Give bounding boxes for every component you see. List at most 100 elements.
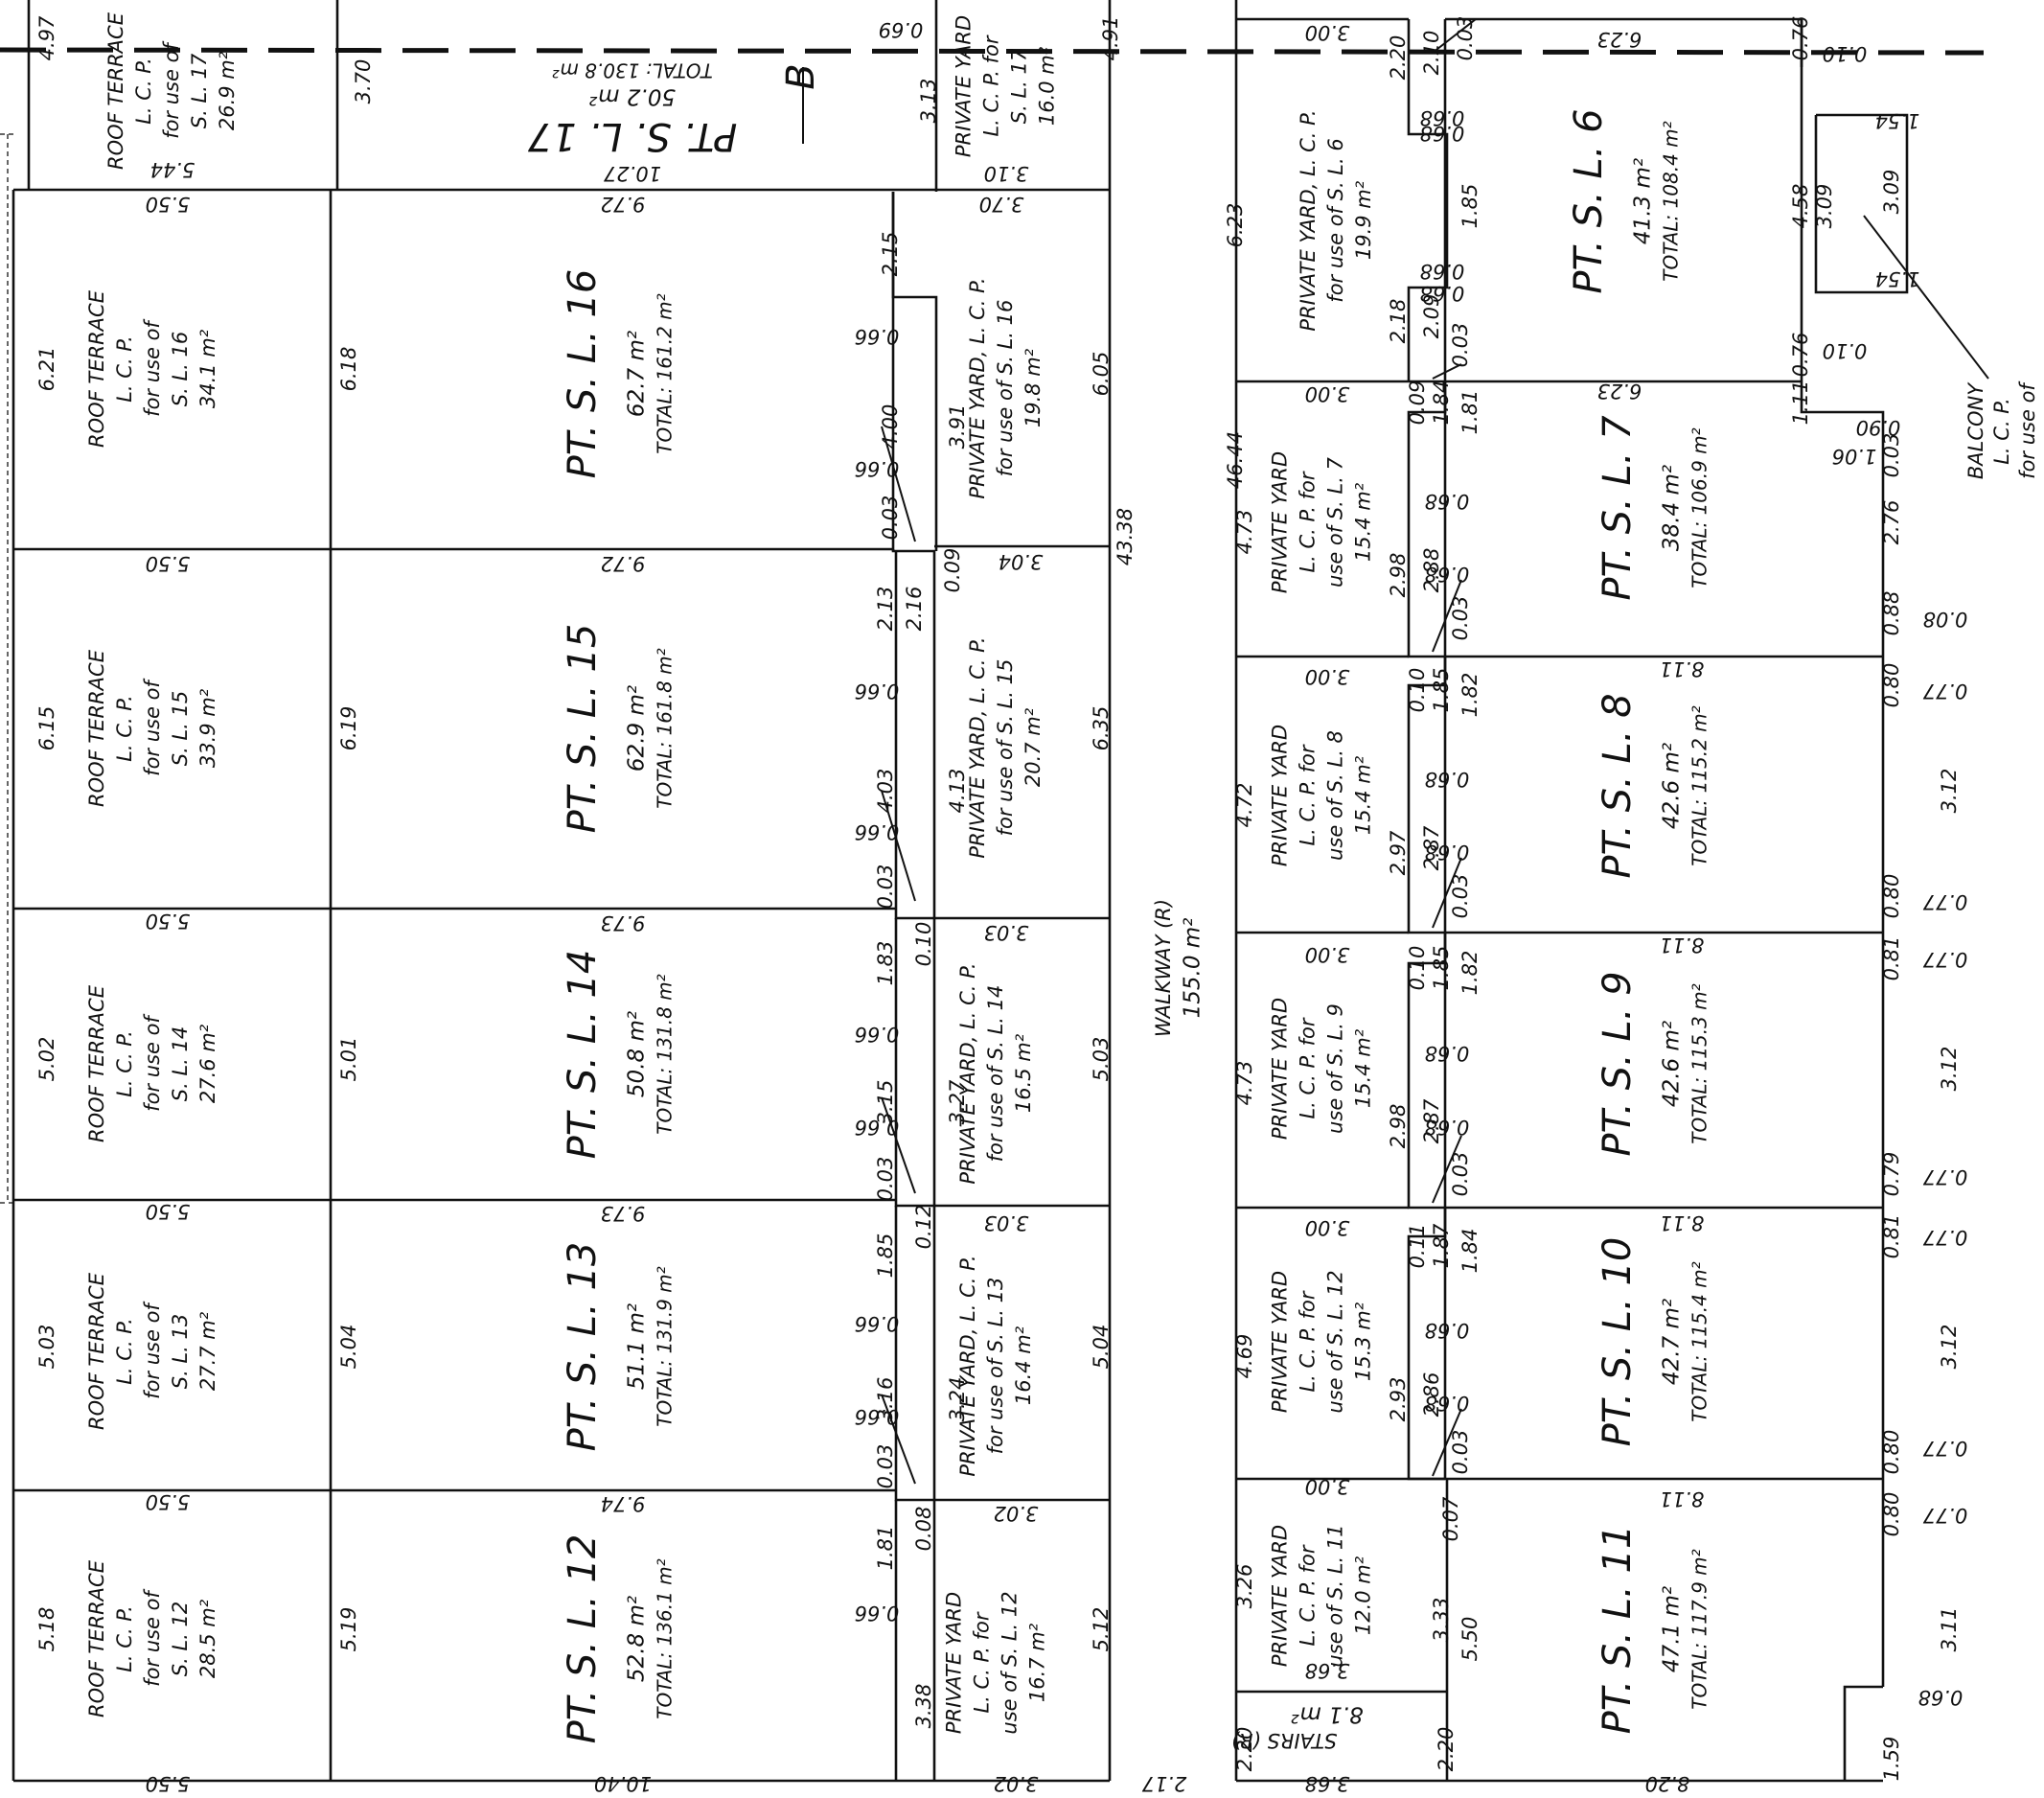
dimension-label: 2.97	[1387, 830, 1410, 875]
dimension-label: 0.77	[1922, 890, 1967, 913]
unit-total-sl12: TOTAL: 136.1 m²	[654, 1558, 677, 1718]
dimension-label: 0.68	[1425, 1392, 1470, 1415]
dimension-label: 1.83	[874, 941, 897, 986]
unit-area-sl12: 52.8 m²	[625, 1596, 650, 1682]
roof-terrace-label: ROOF TERRACE	[85, 289, 108, 448]
dimension-label: 6.15	[35, 706, 58, 751]
dimension-label: 0.03	[1449, 596, 1472, 641]
dimension-label: 46.44	[1224, 431, 1247, 489]
unit-area-sl17: 50.2 m²	[589, 84, 676, 109]
dimension-label: 0.03	[1449, 323, 1472, 368]
dimension-label: 1.54	[1875, 267, 1920, 290]
private-yard-label: use of S. L. 11	[1324, 1524, 1347, 1667]
dimension-label: 0.68	[1425, 1042, 1470, 1065]
dimension-label: 3.16	[874, 1377, 897, 1422]
dimension-label: 0.03	[1449, 1152, 1472, 1197]
private-yard-label: PRIVATE YARD	[1269, 1271, 1292, 1413]
dimension-label: 3.38	[912, 1684, 935, 1729]
dimension-label: 1.84	[1430, 380, 1453, 426]
unit-area-sl10: 42.7 m²	[1660, 1299, 1685, 1385]
dimension-label: 4.72	[1233, 783, 1256, 828]
dimension-label: 0.68	[1420, 106, 1465, 129]
dimension-label: 2.76	[1880, 500, 1903, 545]
private-yard-label: 15.4 m²	[1352, 1028, 1375, 1108]
dimension-label: 0.80	[1880, 663, 1903, 708]
dimension-label: 3.00	[1305, 943, 1350, 966]
dimension-label: 8.11	[1660, 934, 1705, 957]
unit-title-sl10: PT. S. L. 10	[1596, 1237, 1640, 1447]
dimension-label: 0.77	[1922, 1437, 1967, 1460]
dimension-label: 6.21	[35, 347, 58, 392]
roof-terrace-label: for use of	[141, 678, 164, 776]
dimension-label: 8.11	[1660, 1487, 1705, 1510]
roof-terrace-label: for use of	[141, 1301, 164, 1399]
dimension-label: 1.85	[1458, 184, 1481, 229]
roof-terrace-label: S. L. 15	[169, 691, 192, 766]
private-yard-label: PRIVATE YARD, L. C. P.	[1297, 109, 1320, 331]
dimension-label: 5.19	[337, 1607, 360, 1652]
dimension-label: 3.00	[1305, 665, 1350, 688]
dimension-label: 2.88	[1420, 548, 1443, 593]
unit-total-sl7: TOTAL: 106.9 m²	[1688, 427, 1711, 588]
dimension-label: 0.68	[1425, 768, 1470, 791]
dimension-label: 0.68	[1420, 122, 1465, 145]
dimension-label: 1.59	[1880, 1737, 1903, 1782]
dimension-label: 6.18	[337, 347, 360, 392]
private-yard-label: for use of S. L. 16	[994, 300, 1017, 477]
private-yard-label: use of S. L. 9	[1324, 1003, 1347, 1134]
unit-area-sl7: 38.4 m²	[1660, 465, 1685, 551]
dimension-label: 0.07	[1439, 1496, 1462, 1541]
dimension-label: 3.24	[946, 1377, 969, 1422]
dimension-label: 3.68	[1305, 1772, 1350, 1795]
private-yard-label: L. C. P. for	[1297, 471, 1320, 572]
dimension-label: 0.76	[1789, 333, 1812, 378]
private-yard-label: PRIVATE YARD	[1269, 1525, 1292, 1667]
private-yard-label: 15.4 m²	[1352, 482, 1375, 562]
dimension-label: 5.50	[146, 552, 191, 575]
unit-title-sl7: PT. S. L. 7	[1596, 415, 1640, 601]
roof-terrace-label: for use of	[141, 1588, 164, 1687]
private-yard-label: for use of S. L. 13	[984, 1278, 1007, 1455]
dimension-label: 6.23	[1597, 380, 1642, 403]
dimension-label: 2.87	[1420, 1098, 1443, 1143]
unit-title-sl14: PT. S. L. 14	[561, 950, 605, 1160]
dimension-label: 5.50	[146, 193, 191, 216]
dimension-label: 5.50	[146, 1490, 191, 1513]
dimension-label: 5.50	[1458, 1617, 1481, 1662]
balcony-label: for use of	[2016, 380, 2039, 479]
dimension-label: 0.10	[1823, 339, 1868, 362]
dimension-label: 0.68	[1420, 260, 1465, 283]
private-yard-label: 20.7 m²	[1022, 707, 1045, 787]
dimension-label: 6.23	[1224, 203, 1247, 248]
private-yard-label: PRIVATE YARD	[953, 15, 976, 157]
dimension-label: 0.68	[1425, 490, 1470, 513]
dimension-label: 2.98	[1387, 1104, 1410, 1149]
dimension-label: 4.69	[1233, 1334, 1256, 1379]
walkway-area: 155.0 m²	[1181, 918, 1206, 1019]
private-yard-label: 19.9 m²	[1352, 180, 1375, 260]
private-yard-label: PRIVATE YARD, L. C. P.	[966, 636, 989, 858]
unit-area-sl16: 62.7 m²	[625, 331, 650, 417]
dimension-label: 4.13	[946, 769, 969, 814]
dimension-label: 2.20	[1387, 35, 1410, 81]
dimension-label: 5.18	[35, 1607, 58, 1652]
dimension-label: 3.00	[1305, 1216, 1350, 1239]
dimension-label: 9.74	[601, 1492, 646, 1515]
dimension-label: 0.66	[855, 680, 900, 703]
dimension-label: 0.68	[1425, 1116, 1470, 1139]
private-yard-label: 15.4 m²	[1352, 755, 1375, 835]
dimension-label: 2.98	[1387, 553, 1410, 598]
dimension-label: 0.77	[1922, 1165, 1967, 1188]
dimension-label: 3.91	[946, 404, 969, 450]
dimension-label: 0.03	[879, 496, 902, 541]
dimension-label: 6.05	[1090, 352, 1113, 397]
dimension-label: 0.09	[941, 548, 964, 593]
dimension-label: 0.09	[1406, 380, 1429, 426]
dimension-label: 0.77	[1922, 1226, 1967, 1249]
dimension-label: 3.02	[994, 1502, 1039, 1525]
dimension-label: 0.68	[1918, 1686, 1964, 1709]
walkway-label: WALKWAY (R)	[1152, 899, 1175, 1037]
dimension-label: 3.00	[1305, 382, 1350, 405]
dimension-label: 2.15	[879, 232, 902, 277]
dimension-label: 2.09	[1420, 294, 1443, 339]
